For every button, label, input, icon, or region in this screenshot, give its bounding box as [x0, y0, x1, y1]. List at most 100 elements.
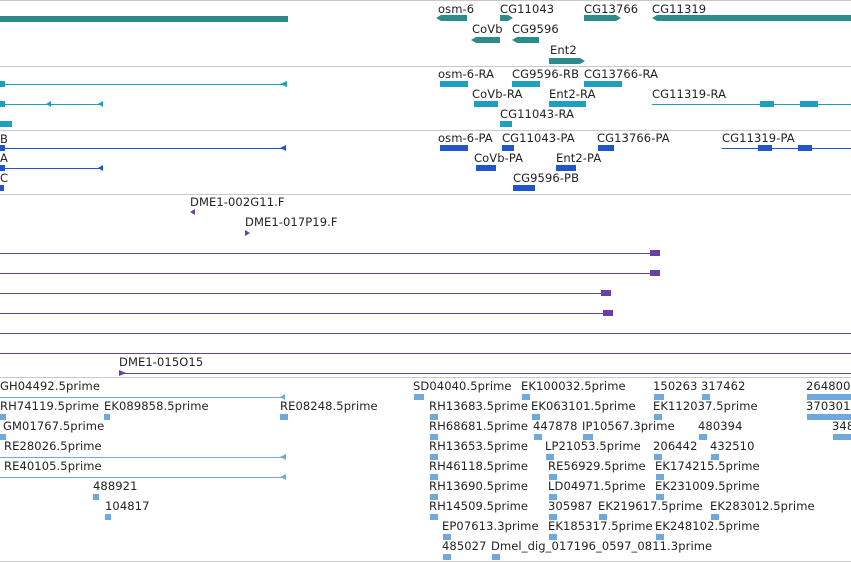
- clone-line[interactable]: [0, 273, 650, 274]
- est-block[interactable]: [656, 534, 664, 540]
- est-label[interactable]: 317462: [701, 379, 746, 393]
- est-label[interactable]: Dmel_dig_017196_0597_0811.3prime: [491, 539, 713, 553]
- transcript-label[interactable]: CoVb-RA: [472, 87, 523, 101]
- intron-line[interactable]: [722, 148, 851, 149]
- est-block[interactable]: [833, 434, 851, 440]
- est-block[interactable]: [711, 454, 719, 460]
- est-label[interactable]: EK100032.5prime: [521, 379, 626, 393]
- exon[interactable]: [512, 81, 540, 87]
- est-label[interactable]: EP07613.3prime: [442, 519, 539, 533]
- est-block[interactable]: [430, 454, 438, 460]
- transcript-label[interactable]: CG11319-RA: [652, 87, 727, 101]
- est-label[interactable]: LP21053.5prime: [545, 439, 641, 453]
- est-block[interactable]: [430, 494, 438, 500]
- est-block[interactable]: [430, 474, 438, 480]
- est-block[interactable]: [699, 434, 707, 440]
- clone-line[interactable]: [0, 313, 603, 314]
- protein-label[interactable]: CG11043-PA: [502, 131, 575, 145]
- gene-feature[interactable]: [584, 15, 616, 21]
- clone-end[interactable]: [650, 250, 660, 256]
- est-label[interactable]: 305987: [548, 499, 593, 513]
- est-block[interactable]: [654, 394, 664, 400]
- est-label[interactable]: 432510: [710, 439, 755, 453]
- est-block[interactable]: [443, 534, 451, 540]
- intron-line[interactable]: [5, 148, 285, 149]
- cds-block[interactable]: [0, 145, 5, 151]
- clone-end-marker[interactable]: [190, 209, 195, 215]
- est-block[interactable]: [807, 414, 851, 420]
- est-block[interactable]: [549, 534, 557, 540]
- est-block[interactable]: [430, 414, 438, 420]
- cds-block[interactable]: [502, 145, 514, 151]
- est-label[interactable]: EK063101.5prime: [531, 399, 636, 413]
- cds-block[interactable]: [598, 145, 614, 151]
- est-label[interactable]: RH74119.5prime: [0, 399, 100, 413]
- cds-block[interactable]: [556, 165, 576, 171]
- cds-block[interactable]: [0, 185, 4, 191]
- exon[interactable]: [549, 101, 586, 107]
- est-label[interactable]: 488921: [93, 479, 138, 493]
- exon[interactable]: [440, 81, 468, 87]
- transcript-label[interactable]: Ent2-RA: [549, 87, 596, 101]
- est-line[interactable]: [0, 477, 285, 478]
- est-label[interactable]: RH68681.5prime: [429, 419, 529, 433]
- clone-label[interactable]: DME1-015O15: [119, 355, 204, 369]
- protein-label[interactable]: C: [0, 171, 9, 185]
- est-label[interactable]: GM01767.5prime: [3, 419, 105, 433]
- est-label[interactable]: EK231009.5prime: [655, 479, 760, 493]
- clone-label[interactable]: DME1-002G11.F: [190, 195, 285, 209]
- clone-end[interactable]: [650, 270, 660, 276]
- clone-end[interactable]: [603, 310, 613, 316]
- est-line[interactable]: [0, 457, 285, 458]
- cds-block[interactable]: [758, 145, 772, 151]
- protein-label[interactable]: osm-6-PA: [438, 131, 493, 145]
- est-label[interactable]: EK185317.5prime: [548, 519, 653, 533]
- protein-label[interactable]: CG11319-PA: [722, 131, 795, 145]
- gene-feature[interactable]: [657, 15, 851, 21]
- est-block[interactable]: [443, 554, 451, 560]
- est-label[interactable]: 485027: [442, 539, 487, 553]
- est-block[interactable]: [522, 394, 530, 400]
- gene-label[interactable]: osm-6: [438, 2, 475, 16]
- est-block[interactable]: [280, 414, 288, 420]
- est-block[interactable]: [702, 394, 710, 400]
- est-label[interactable]: RH13653.5prime: [429, 439, 529, 453]
- est-label[interactable]: EK219617.5prime: [598, 499, 703, 513]
- est-label[interactable]: 150263: [653, 379, 698, 393]
- est-block[interactable]: [430, 434, 438, 440]
- est-block[interactable]: [599, 514, 607, 520]
- est-block[interactable]: [807, 394, 851, 400]
- gene-label[interactable]: CG11319: [652, 2, 707, 16]
- est-label[interactable]: EK174215.5prime: [655, 459, 760, 473]
- est-block[interactable]: [104, 414, 110, 420]
- exon[interactable]: [760, 101, 774, 107]
- est-label[interactable]: RE08248.5prime: [280, 399, 378, 413]
- clone-line[interactable]: [119, 373, 851, 374]
- gene-feature[interactable]: [517, 37, 539, 43]
- protein-label[interactable]: Ent2-PA: [556, 151, 602, 165]
- exon[interactable]: [0, 121, 12, 127]
- transcript-label[interactable]: CG11043-RA: [500, 107, 575, 121]
- est-label[interactable]: EK089858.5prime: [104, 399, 209, 413]
- exon[interactable]: [0, 81, 5, 87]
- est-label[interactable]: IP10567.3prime: [582, 419, 675, 433]
- cds-block[interactable]: [476, 165, 496, 171]
- clone-end-marker[interactable]: [245, 230, 250, 236]
- est-label[interactable]: GH04492.5prime: [0, 379, 101, 393]
- transcript-label[interactable]: CG13766-RA: [584, 67, 659, 81]
- exon[interactable]: [584, 81, 622, 87]
- est-block[interactable]: [549, 494, 557, 500]
- exon[interactable]: [500, 121, 512, 127]
- est-block[interactable]: [549, 474, 557, 480]
- cds-block[interactable]: [513, 185, 535, 191]
- protein-label[interactable]: CG13766-PA: [597, 131, 670, 145]
- est-block[interactable]: [654, 414, 662, 420]
- protein-label[interactable]: B: [0, 132, 8, 146]
- est-block[interactable]: [583, 434, 593, 440]
- est-label[interactable]: RH46118.5prime: [429, 459, 529, 473]
- transcript-label[interactable]: CG9596-RB: [512, 67, 580, 81]
- intron-line[interactable]: [652, 104, 851, 105]
- intron-line[interactable]: [5, 104, 103, 105]
- est-block[interactable]: [532, 414, 540, 420]
